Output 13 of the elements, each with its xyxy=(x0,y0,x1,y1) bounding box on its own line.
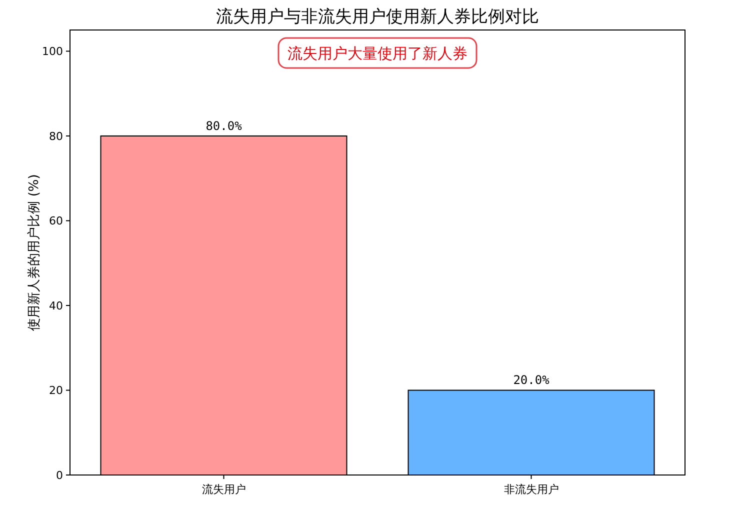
y-tick-label: 40 xyxy=(49,299,63,312)
chart-title: 流失用户与非流失用户使用新人券比例对比 xyxy=(216,7,539,27)
y-tick-label: 100 xyxy=(42,45,63,58)
data-label: 20.0% xyxy=(513,373,550,388)
x-tick-label: 非流失用户 xyxy=(504,483,559,496)
y-tick-label: 20 xyxy=(49,384,63,398)
y-axis-title: 使用新人券的用户比例 (%) xyxy=(27,174,42,331)
y-tick-label: 80 xyxy=(49,130,63,143)
x-tick-label: 流失用户 xyxy=(202,483,246,496)
y-tick-label: 0 xyxy=(56,468,63,482)
y-tick-label: 60 xyxy=(49,214,63,228)
data-label: 80.0% xyxy=(206,118,243,133)
annotation: 流失用户大量使用了新人券 xyxy=(288,44,468,62)
